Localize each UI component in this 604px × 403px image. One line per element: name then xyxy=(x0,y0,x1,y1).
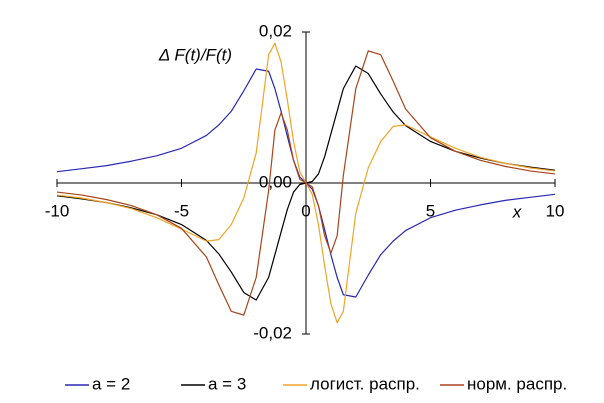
x-tick-label: -10 xyxy=(45,201,70,220)
x-tick-label: -5 xyxy=(174,201,189,220)
legend-label: a = 3 xyxy=(208,374,246,393)
x-tick-label: 0 xyxy=(301,201,310,220)
x-axis-label: x xyxy=(512,202,522,221)
y-axis-label: Δ F(t)/F(t) xyxy=(158,45,232,64)
legend-label: логист. распр. xyxy=(310,374,420,393)
legend-label: норм. распр. xyxy=(467,374,567,393)
x-tick-label: 10 xyxy=(546,201,565,220)
y-tick-label: -0,02 xyxy=(253,323,292,342)
y-tick-label: 0,02 xyxy=(259,21,292,40)
series-line xyxy=(56,50,556,316)
y-tick-label: 0,00 xyxy=(259,172,292,191)
x-tick-label: 5 xyxy=(426,201,435,220)
legend-label: a = 2 xyxy=(92,374,130,393)
